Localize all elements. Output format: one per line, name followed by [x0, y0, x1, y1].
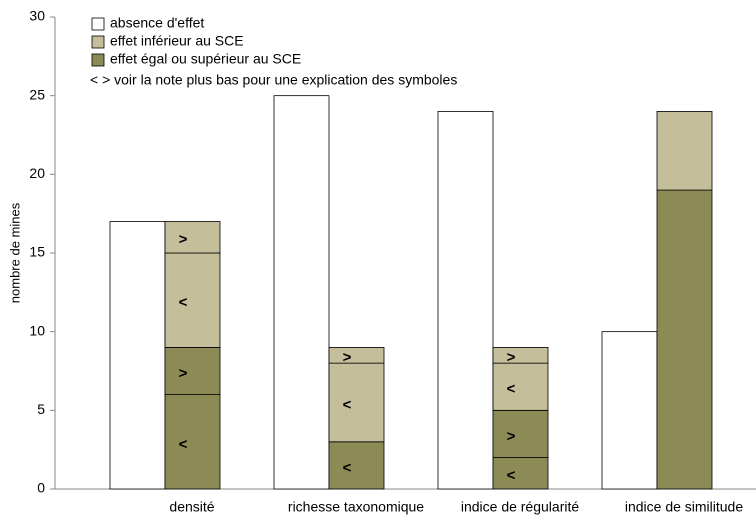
y-tick-label: 20 — [29, 165, 45, 181]
bar-segment — [492, 409, 549, 458]
segment-symbol: > — [507, 349, 516, 366]
legend-swatch — [91, 17, 105, 31]
legend-label: absence d'effet — [110, 15, 204, 31]
segment-symbol: > — [179, 231, 188, 248]
bar-segment — [164, 346, 221, 395]
segment-symbol: > — [343, 349, 352, 366]
segment-symbol: < — [179, 436, 188, 453]
legend-swatch — [91, 53, 105, 67]
legend-label: effet égal ou supérieur au SCE — [110, 51, 301, 67]
bar-segment — [656, 189, 713, 490]
segment-symbol: < — [179, 294, 188, 311]
bar-segment — [656, 111, 713, 191]
bar — [109, 221, 166, 490]
y-tick-label: 25 — [29, 86, 45, 102]
y-tick-label: 15 — [29, 244, 45, 260]
bar-segment — [328, 441, 385, 490]
segment-symbol: < — [343, 396, 352, 413]
legend-swatch — [91, 35, 105, 49]
x-tick-label: indice de régularité — [461, 499, 580, 515]
bar-segment — [492, 362, 549, 411]
y-tick-label: 0 — [37, 480, 45, 496]
bar-segment — [492, 346, 549, 364]
segment-symbol: > — [179, 365, 188, 382]
bar-segment — [164, 394, 221, 490]
y-tick-label: 10 — [29, 322, 45, 338]
bar-segment — [328, 362, 385, 443]
y-tick-label: 30 — [29, 8, 45, 24]
x-tick-label: indice de similitude — [625, 499, 743, 515]
legend-note: < > voir la note plus bas pour une expli… — [90, 72, 457, 88]
segment-symbol: < — [507, 381, 516, 398]
x-tick-label: richesse taxonomique — [288, 499, 424, 515]
x-tick-label: densité — [169, 499, 214, 515]
bar — [273, 95, 330, 490]
bar — [601, 331, 658, 490]
segment-symbol: < — [343, 459, 352, 476]
segment-symbol: > — [507, 428, 516, 445]
bar-segment — [164, 252, 221, 348]
legend-label: effet inférieur au SCE — [110, 33, 244, 49]
y-tick-label: 5 — [37, 401, 45, 417]
bar — [437, 111, 494, 490]
bar-segment — [492, 457, 549, 490]
bar-segment — [164, 221, 221, 254]
y-axis-label: nombre de mines — [7, 202, 22, 303]
bar-segment — [328, 346, 385, 364]
segment-symbol: < — [507, 467, 516, 484]
